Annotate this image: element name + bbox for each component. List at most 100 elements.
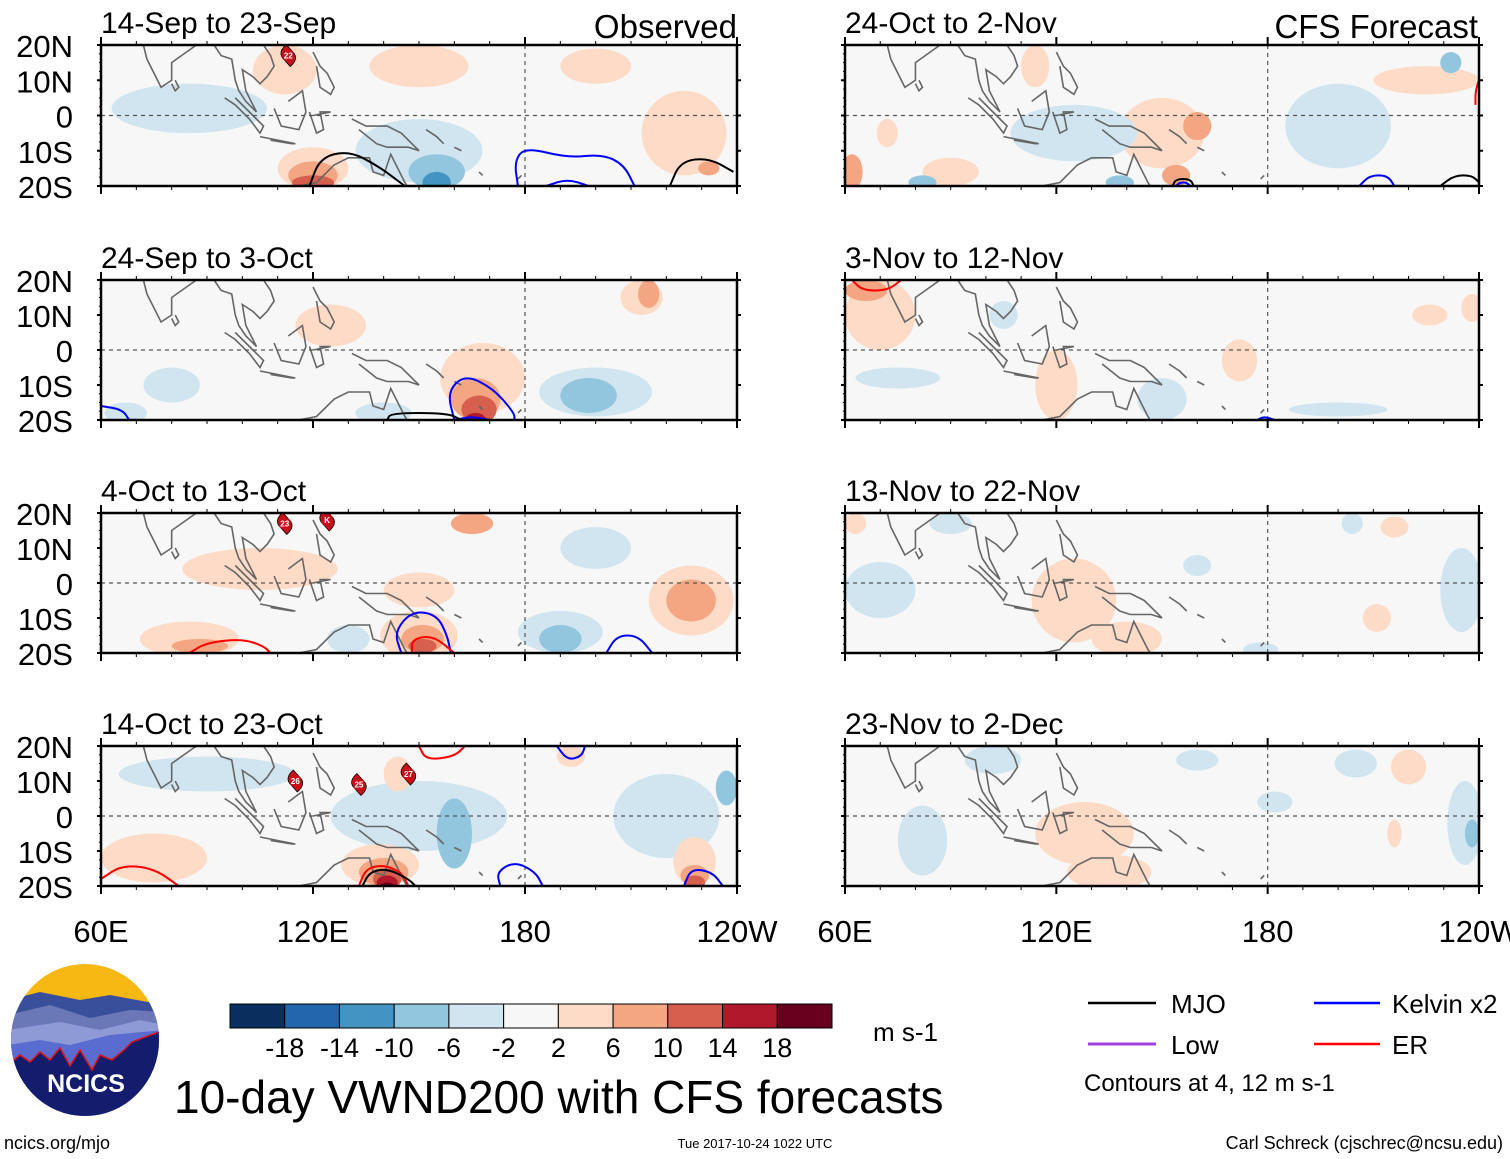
footer-url[interactable]: ncics.org/mjo [4, 1133, 110, 1153]
anomaly-region [1010, 104, 1138, 162]
panel-fcst-3: 13-Nov to 22-Nov [841, 475, 1483, 661]
coastline [1055, 752, 1079, 797]
anomaly-region [845, 513, 867, 534]
legend: MJO Kelvin x2 Low ER Contours at 4, 12 m… [1084, 989, 1498, 1097]
coastline [308, 111, 331, 135]
coastline [1168, 829, 1188, 845]
panel-title: 3-Nov to 12-Nov [845, 242, 1063, 275]
logo-text: NCICS [47, 1070, 125, 1098]
y-tick-label: 0 [56, 334, 73, 369]
coastline [1003, 603, 1039, 612]
coastline [517, 641, 523, 647]
contour-er [851, 280, 902, 292]
anomaly-region [1162, 164, 1191, 186]
coastline [170, 79, 180, 93]
colorbar-units: m s-1 [873, 1017, 938, 1047]
coastline [1168, 363, 1188, 379]
contour-kelvin-x2 [605, 634, 653, 653]
anomaly-region [1373, 66, 1479, 95]
anomaly-region [1461, 294, 1479, 322]
anomaly-region [111, 83, 268, 134]
footer-timestamp: Tue 2017-10-24 1022 UTC [678, 1136, 833, 1151]
figure-title: 10-day VWND200 with CFS forecasts [174, 1071, 944, 1123]
contour-er [101, 865, 180, 886]
anomaly-region [845, 154, 863, 186]
anomaly-region [143, 367, 200, 403]
coastline [1041, 852, 1152, 886]
coastline [273, 557, 307, 598]
anomaly-region [560, 378, 617, 413]
tropical-cyclone-icon: 27 [400, 762, 417, 786]
y-tick-label: 10N [16, 64, 73, 99]
colorbar-swatch [393, 1003, 450, 1029]
coastline [213, 513, 276, 581]
anomaly-region [897, 805, 948, 876]
coastline [125, 746, 197, 790]
y-tick-label: 20N [16, 29, 73, 64]
legend-label-mjo: MJO [1171, 989, 1226, 1019]
coastline [312, 51, 336, 96]
anomaly-region [1362, 604, 1391, 632]
y-tick-label: 10S [18, 369, 73, 404]
coastline [308, 811, 331, 835]
coastline [259, 370, 296, 379]
contour-note: Contours at 4, 12 m s-1 [1084, 1070, 1335, 1097]
coastline [869, 513, 941, 557]
coastline [297, 852, 409, 886]
coastline [1052, 345, 1075, 369]
coastline [967, 331, 1008, 370]
coastline [869, 45, 941, 89]
coastline [914, 79, 924, 93]
coastline [1003, 370, 1039, 379]
panel-fcst-2: 3-Nov to 12-Nov [841, 242, 1483, 428]
colorbar-swatch [448, 1003, 505, 1029]
storm-label: K [324, 516, 330, 525]
panel-title: 24-Sep to 3-Oct [101, 242, 313, 275]
coastline [170, 780, 180, 793]
coastline [1016, 790, 1051, 831]
tropical-cyclone-icon: 26 [287, 769, 304, 793]
colorbar-tick-label: 10 [653, 1033, 683, 1063]
coastline [1094, 118, 1163, 152]
coastline [224, 564, 265, 603]
coastline [213, 746, 276, 814]
anomaly-region [1412, 304, 1448, 326]
coastline [224, 331, 265, 370]
colorbar-tick-label: 14 [708, 1033, 738, 1063]
anomaly-region [1440, 548, 1479, 632]
contour-mjo [668, 158, 734, 186]
colorbar-tick-label: -6 [437, 1033, 461, 1063]
coastline [1196, 846, 1205, 852]
anomaly-region [1221, 339, 1258, 382]
coastline [478, 871, 484, 877]
panel-fcst-4: 23-Nov to 2-Dec [841, 708, 1483, 894]
x-tick-label: 180 [1242, 914, 1294, 949]
colorbar-tick-label: 18 [762, 1033, 792, 1063]
panel-title: 14-Oct to 23-Oct [101, 708, 323, 741]
coastline [170, 314, 180, 327]
coastline [308, 578, 331, 602]
storm-label: 25 [354, 781, 363, 790]
coastline [1055, 51, 1079, 96]
x-tick-label: 120W [1439, 914, 1510, 949]
coastline [517, 408, 523, 414]
anomaly-region [182, 548, 338, 590]
coastline [967, 797, 1008, 836]
contour-kelvin-x2 [556, 746, 587, 760]
coastline [259, 603, 296, 612]
anomaly-region [104, 402, 147, 420]
coastline [967, 97, 1008, 135]
legend-label-low: Low [1171, 1030, 1219, 1060]
tropical-cyclone-icon: K [319, 513, 335, 532]
x-tick-label: 120E [277, 914, 349, 949]
coastline [1221, 171, 1226, 176]
colorbar-swatch [229, 1003, 286, 1029]
anomaly-region [1341, 513, 1363, 534]
coastline [308, 345, 331, 369]
coastline [1221, 871, 1226, 877]
anomaly-region [876, 119, 898, 148]
coastline [1052, 578, 1075, 602]
ncics-logo: NCICS [11, 964, 159, 1116]
coastline [273, 790, 307, 831]
